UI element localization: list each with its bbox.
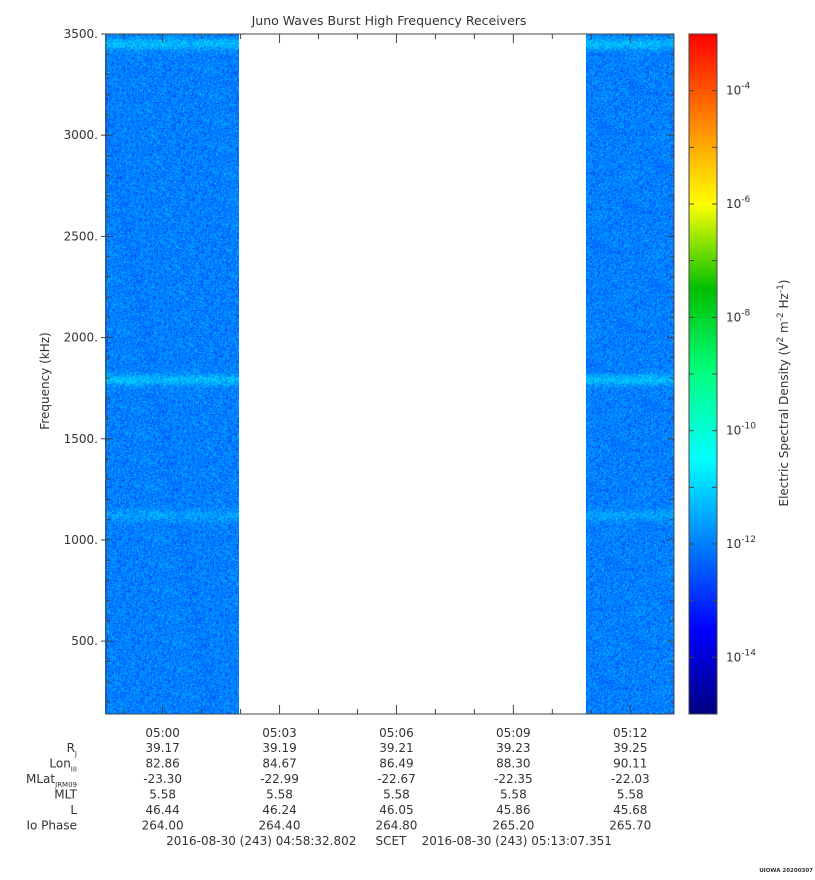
y-axis-label: Frequency (kHz) [38, 332, 52, 429]
colorbar-label-exp-2: -2 [776, 312, 786, 321]
ephemeris-value: 45.86 [496, 803, 530, 817]
ephemeris-value: 86.49 [379, 757, 413, 771]
ephemeris-value: 88.30 [496, 757, 530, 771]
colorbar-tick-label: 10-10 [726, 422, 756, 438]
plot-frame [105, 33, 675, 715]
y-tick-label: 2000. [64, 331, 98, 345]
ephemeris-value: 264.40 [259, 819, 301, 833]
ephemeris-value: -23.30 [143, 772, 182, 786]
ephemeris-value: 45.68 [613, 803, 647, 817]
time-range: 2016-08-30 (243) 04:58:32.802 SCET 2016-… [166, 834, 612, 848]
ephemeris-value: 39.23 [496, 741, 530, 755]
colorbar-label-unit-hz: Hz [777, 293, 791, 312]
colorbar-label: Electric Spectral Density (V2 m-2 Hz-1) [776, 279, 791, 506]
ephemeris-label: L [70, 803, 77, 817]
ephemeris-value: 39.21 [379, 741, 413, 755]
colorbar-tick-label: 10-4 [726, 82, 751, 98]
x-axis: 05:00 05:03 05:06 05:09 05:12 [123, 34, 670, 740]
y-tick-label: 1000. [64, 533, 98, 547]
footer-tag: UIOWA 20200307 [759, 868, 813, 874]
chart-title: Juno Waves Burst High Frequency Receiver… [251, 13, 527, 28]
x-tick-label: 05:06 [379, 726, 414, 740]
ephemeris-label: Io Phase [26, 819, 77, 833]
colorbar-tick-label: 10-6 [726, 195, 751, 211]
ephemeris-label: RJ [67, 741, 77, 758]
y-tick-label: 500. [71, 634, 98, 648]
colorbar-label-unit-m: m [777, 321, 791, 337]
x-tick-label: 05:12 [613, 726, 648, 740]
ephemeris-value: 84.67 [262, 757, 296, 771]
colorbar-label-text: Electric Spectral Density (V [777, 342, 791, 507]
ephemeris-value: 46.05 [379, 803, 413, 817]
plot-area [105, 33, 675, 715]
y-tick-label: 3000. [64, 128, 98, 142]
ephemeris-value: 265.20 [492, 819, 534, 833]
ephemeris-value: 264.00 [142, 819, 184, 833]
colorbar-tick-label: 10-12 [726, 535, 756, 551]
x-tick-label: 05:00 [145, 726, 180, 740]
ephemeris-value: 5.58 [149, 788, 176, 802]
colorbar-tick-label: 10-8 [726, 308, 751, 324]
ephemeris-value: 46.24 [262, 803, 296, 817]
data-interval-panel-2 [586, 34, 674, 714]
ephemeris-table: RJ 39.17 39.19 39.21 39.23 39.25 LonIII 82.86 84… [26, 741, 651, 833]
ephemeris-label: LonIII [49, 757, 77, 774]
ephemeris-value: -22.99 [260, 772, 299, 786]
ephemeris-value: 39.25 [613, 741, 647, 755]
colorbar-ticks: 10-14 10-12 10-10 10-8 10-6 10-4 [689, 33, 756, 715]
ephemeris-value: -22.35 [494, 772, 533, 786]
ephemeris-value: 5.58 [266, 788, 293, 802]
ephemeris-value: -22.67 [377, 772, 416, 786]
ephemeris-label: MLT [54, 788, 77, 802]
ephemeris-value: 39.19 [262, 741, 296, 755]
colorbar-label-close: ) [777, 279, 791, 284]
colorbar-label-exp-1: 2 [776, 337, 786, 343]
ephemeris-value: 265.70 [609, 819, 651, 833]
ephemeris-value: 5.58 [383, 788, 410, 802]
ephemeris-value: -22.03 [611, 772, 650, 786]
ephemeris-value: 39.17 [145, 741, 179, 755]
colorbar: 10-14 10-12 10-10 10-8 10-6 10-4 [688, 33, 756, 715]
x-tick-label: 05:03 [262, 726, 297, 740]
ephemeris-value: 264.80 [375, 819, 417, 833]
y-tick-label: 3500. [64, 27, 98, 41]
y-axis: 500. 1000. 1500. 2000. 2500. 3000. 3500. [64, 27, 674, 703]
data-interval-panel-1 [105, 34, 239, 714]
ephemeris-value: 82.86 [145, 757, 179, 771]
ephemeris-value: 46.44 [145, 803, 179, 817]
colorbar-tick-label: 10-14 [726, 648, 756, 664]
x-tick-label: 05:09 [496, 726, 531, 740]
ephemeris-value: 5.58 [617, 788, 644, 802]
colorbar-label-exp-3: -1 [776, 284, 786, 293]
y-tick-label: 1500. [64, 432, 98, 446]
spectrogram-data [105, 34, 674, 714]
ephemeris-label: MLatJRM09 [26, 772, 77, 789]
ephemeris-value: 5.58 [500, 788, 527, 802]
ephemeris-value: 90.11 [613, 757, 647, 771]
y-tick-label: 2500. [64, 229, 98, 243]
